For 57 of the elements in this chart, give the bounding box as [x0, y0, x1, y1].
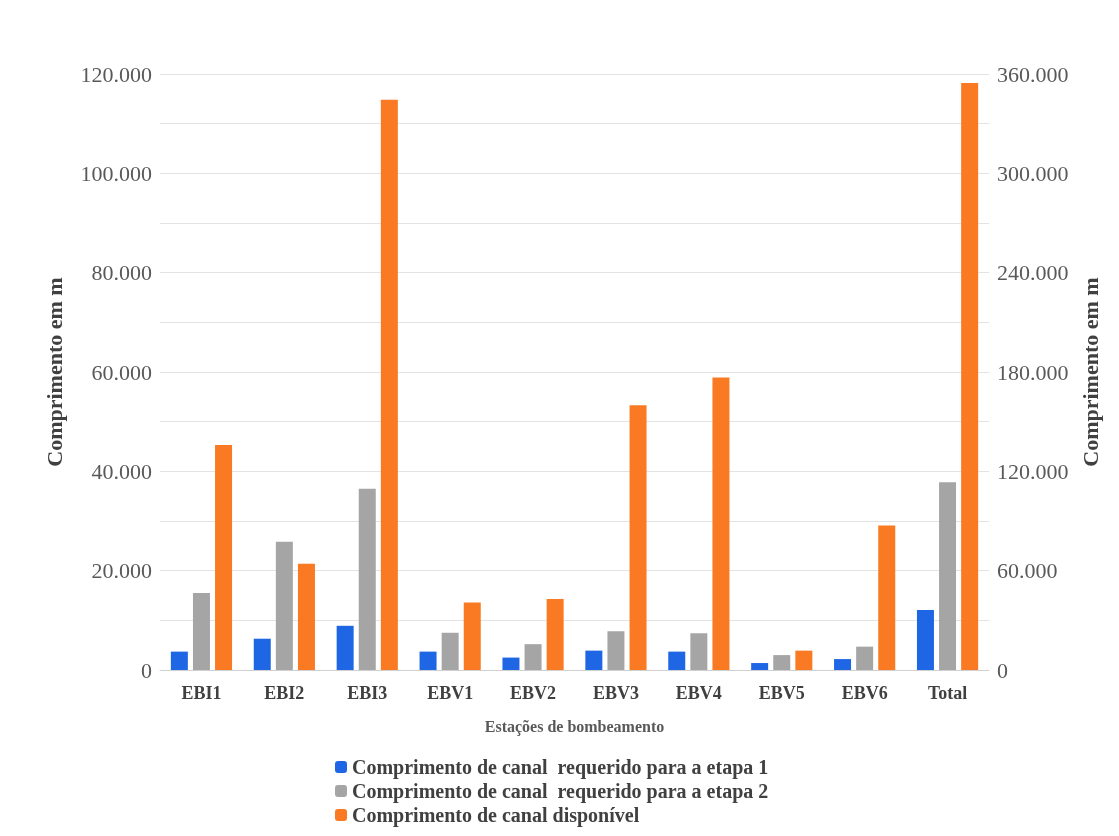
- bar: [524, 644, 542, 670]
- bar: [502, 657, 520, 670]
- bar: [215, 445, 233, 670]
- bar: [419, 651, 437, 670]
- bar: [629, 405, 647, 670]
- bar: [192, 593, 210, 670]
- bar: [690, 633, 708, 670]
- legend-label: Comprimento de canal disponível: [352, 804, 640, 827]
- x-tick-label: EBI1: [181, 683, 222, 703]
- bar: [795, 650, 813, 670]
- bar: [773, 655, 791, 670]
- y2-tick-label: 60.000: [997, 558, 1058, 584]
- x-tick-label: EBV1: [427, 683, 474, 703]
- x-tick-label: Total: [927, 683, 968, 703]
- bar: [585, 650, 603, 670]
- x-tick-label: EBI2: [264, 683, 305, 703]
- y-tick-label: 0: [141, 657, 152, 683]
- bar: [170, 651, 188, 670]
- bar: [380, 99, 398, 670]
- bar: [358, 488, 376, 670]
- x-tick-label: EBV5: [758, 683, 805, 703]
- bar: [463, 602, 481, 670]
- x-tick-label: EBV2: [510, 683, 557, 703]
- y-tick-label: 60.000: [91, 359, 152, 385]
- bar: [878, 525, 896, 670]
- y-tick-label: 40.000: [91, 458, 152, 484]
- bar: [712, 377, 730, 670]
- y2-tick-label: 240.000: [997, 260, 1069, 286]
- y2-tick-label: 360.000: [997, 61, 1069, 87]
- x-tick-label: EBV3: [592, 683, 639, 703]
- bar: [297, 563, 315, 670]
- y-tick-label: 20.000: [91, 558, 152, 584]
- bar: [546, 598, 564, 670]
- bar: [834, 659, 852, 670]
- y2-tick-label: 300.000: [997, 160, 1069, 186]
- y-tick-label: 80.000: [91, 260, 152, 286]
- bar: [856, 646, 874, 670]
- legend-label: Comprimento de canal requerido para a etapa 1: [352, 756, 769, 779]
- x-axis-title: Estações de bombeamento: [484, 717, 665, 736]
- bar: [253, 638, 271, 670]
- y2-tick-label: 120.000: [997, 458, 1069, 484]
- x-tick-label: EBV4: [675, 683, 722, 703]
- y-tick-label: 100.000: [80, 160, 152, 186]
- bar: [441, 632, 459, 670]
- bar: [751, 663, 769, 670]
- y-axis-title: Comprimento em m: [41, 277, 67, 467]
- bar: [607, 631, 625, 670]
- y2-tick-label: 180.000: [997, 359, 1069, 385]
- bar: [668, 651, 686, 670]
- bar: [275, 541, 293, 670]
- y-tick-label: 120.000: [80, 61, 152, 87]
- legend-label: Comprimento de canal requerido para a etapa 2: [352, 780, 769, 803]
- x-tick-label: EBV6: [841, 683, 888, 703]
- x-tick-label: EBI3: [347, 683, 388, 703]
- bar: [336, 625, 354, 670]
- y2-axis-title: Comprimento em m: [1077, 277, 1103, 467]
- y2-tick-label: 0: [997, 657, 1008, 683]
